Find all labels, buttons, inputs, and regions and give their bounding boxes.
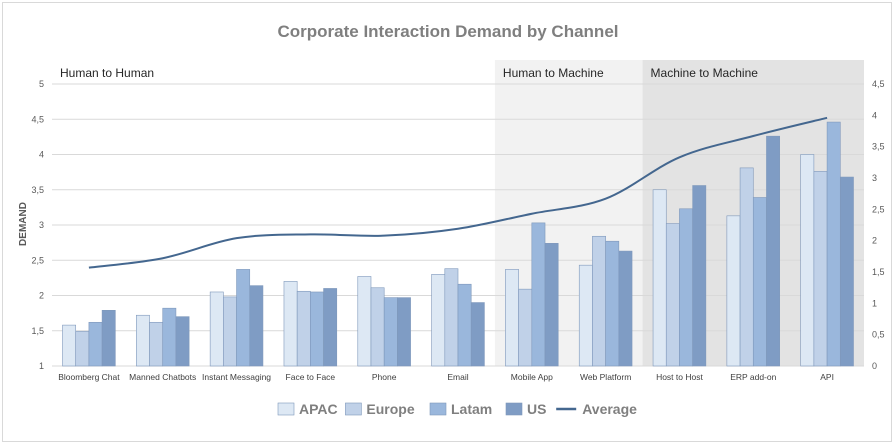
region-label: Human to Machine: [503, 66, 604, 80]
y2-axis-ticks: 0 0,5 1 1,5 2 2,5 3 3,5 4 4,5: [872, 79, 885, 371]
chart-title: Corporate Interaction Demand by Channel: [278, 22, 619, 41]
legend-label-us: US: [527, 401, 546, 417]
bar-apac: [652, 189, 667, 367]
bar-us: [397, 297, 411, 367]
category-label: ERP add-on: [730, 372, 776, 382]
y2-tick-label: 1: [872, 298, 877, 308]
bar-latam: [752, 197, 767, 367]
category-label: API: [820, 372, 834, 382]
bar-us: [766, 135, 780, 367]
y2-tick-label: 3: [872, 173, 877, 183]
bar-europe: [296, 290, 311, 367]
bar-latam: [88, 321, 103, 367]
bar-apac: [431, 274, 446, 367]
y2-tick-label: 3,5: [872, 142, 885, 152]
bar-apac: [209, 291, 224, 367]
bar-us: [101, 310, 116, 367]
bar-latam: [457, 283, 472, 367]
category-label: Mobile App: [511, 372, 553, 382]
bar-europe: [370, 287, 385, 367]
bar-latam: [236, 269, 251, 367]
bar-europe: [665, 223, 680, 367]
category-labels: Bloomberg Chat Manned Chatbots Instant Mes…: [58, 372, 834, 382]
bar-latam: [605, 240, 620, 367]
y2-tick-label: 2,5: [872, 204, 885, 214]
bar-europe: [75, 331, 90, 367]
bar-europe: [223, 296, 237, 367]
bar-latam: [310, 291, 324, 367]
y2-tick-label: 1,5: [872, 267, 885, 277]
bar-apac: [283, 281, 298, 367]
category-label: Face to Face: [286, 372, 336, 382]
y-tick-label: 3: [39, 220, 44, 230]
y-tick-label: 2,5: [31, 255, 44, 265]
bar-apac: [62, 324, 77, 367]
bar-europe: [739, 167, 754, 367]
bar-europe: [813, 171, 828, 367]
bar-apac: [726, 215, 741, 367]
y-tick-label: 1,5: [31, 326, 44, 336]
bar-latam: [383, 297, 398, 367]
bar-apac: [800, 154, 815, 367]
legend: APAC Europe Latam US Average: [277, 401, 637, 417]
y-axis-ticks: 1 1,5 2 2,5 3 3,5 4 4,5 5: [31, 79, 44, 371]
bar-us: [839, 176, 854, 367]
bar-latam: [531, 222, 546, 367]
bar-europe: [518, 288, 533, 367]
category-label: Manned Chatbots: [129, 372, 196, 382]
y-tick-label: 4,5: [31, 114, 44, 124]
bar-us: [618, 250, 633, 367]
bar-latam: [679, 208, 693, 367]
category-label: Phone: [372, 372, 397, 382]
category-label: Host to Host: [656, 372, 703, 382]
legend-swatch-apac: [277, 402, 295, 416]
y-tick-label: 3,5: [31, 185, 44, 195]
legend-swatch-europe: [345, 402, 362, 416]
bar-europe: [444, 268, 459, 367]
region-label: Human to Human: [60, 66, 154, 80]
bar-us: [544, 243, 559, 367]
bar-us: [323, 288, 338, 367]
legend-swatch-us: [505, 402, 523, 416]
y-tick-label: 5: [39, 79, 44, 89]
bars: [62, 121, 854, 367]
region-shade: [52, 60, 495, 366]
bar-us: [175, 316, 190, 367]
bar-apac: [505, 269, 519, 367]
average-line: [88, 116, 828, 269]
bar-us: [249, 285, 264, 367]
bar-apac: [357, 276, 372, 367]
y2-tick-label: 4: [872, 110, 877, 120]
bar-apac: [136, 314, 150, 367]
bar-us: [470, 302, 485, 367]
y2-tick-label: 0,5: [872, 330, 885, 340]
bar-apac: [578, 264, 593, 367]
bar-latam: [826, 121, 841, 367]
bar-latam: [162, 307, 177, 367]
legend-label-average: Average: [582, 401, 637, 417]
y-axis-title: DEMAND: [18, 202, 29, 246]
y2-tick-label: 4,5: [872, 79, 885, 89]
y2-tick-label: 2: [872, 236, 877, 246]
y-tick-label: 2: [39, 291, 44, 301]
category-label: Email: [447, 372, 468, 382]
y-tick-label: 4: [39, 150, 44, 160]
legend-swatch-latam: [429, 402, 447, 416]
y-tick-label: 1: [39, 361, 44, 371]
legend-label-europe: Europe: [366, 401, 414, 417]
category-label: Web Platform: [580, 372, 631, 382]
region-label: Machine to Machine: [651, 66, 759, 80]
category-label: Instant Messaging: [202, 372, 271, 382]
legend-label-latam: Latam: [451, 401, 492, 417]
bar-us: [692, 185, 707, 367]
bar-europe: [149, 321, 164, 367]
category-label: Bloomberg Chat: [58, 372, 120, 382]
average-line-group: [88, 116, 828, 269]
legend-label-apac: APAC: [299, 401, 338, 417]
region-labels: Human to Human Human to Machine Machine to…: [60, 66, 758, 80]
y2-tick-label: 0: [872, 361, 877, 371]
bar-europe: [592, 235, 606, 367]
